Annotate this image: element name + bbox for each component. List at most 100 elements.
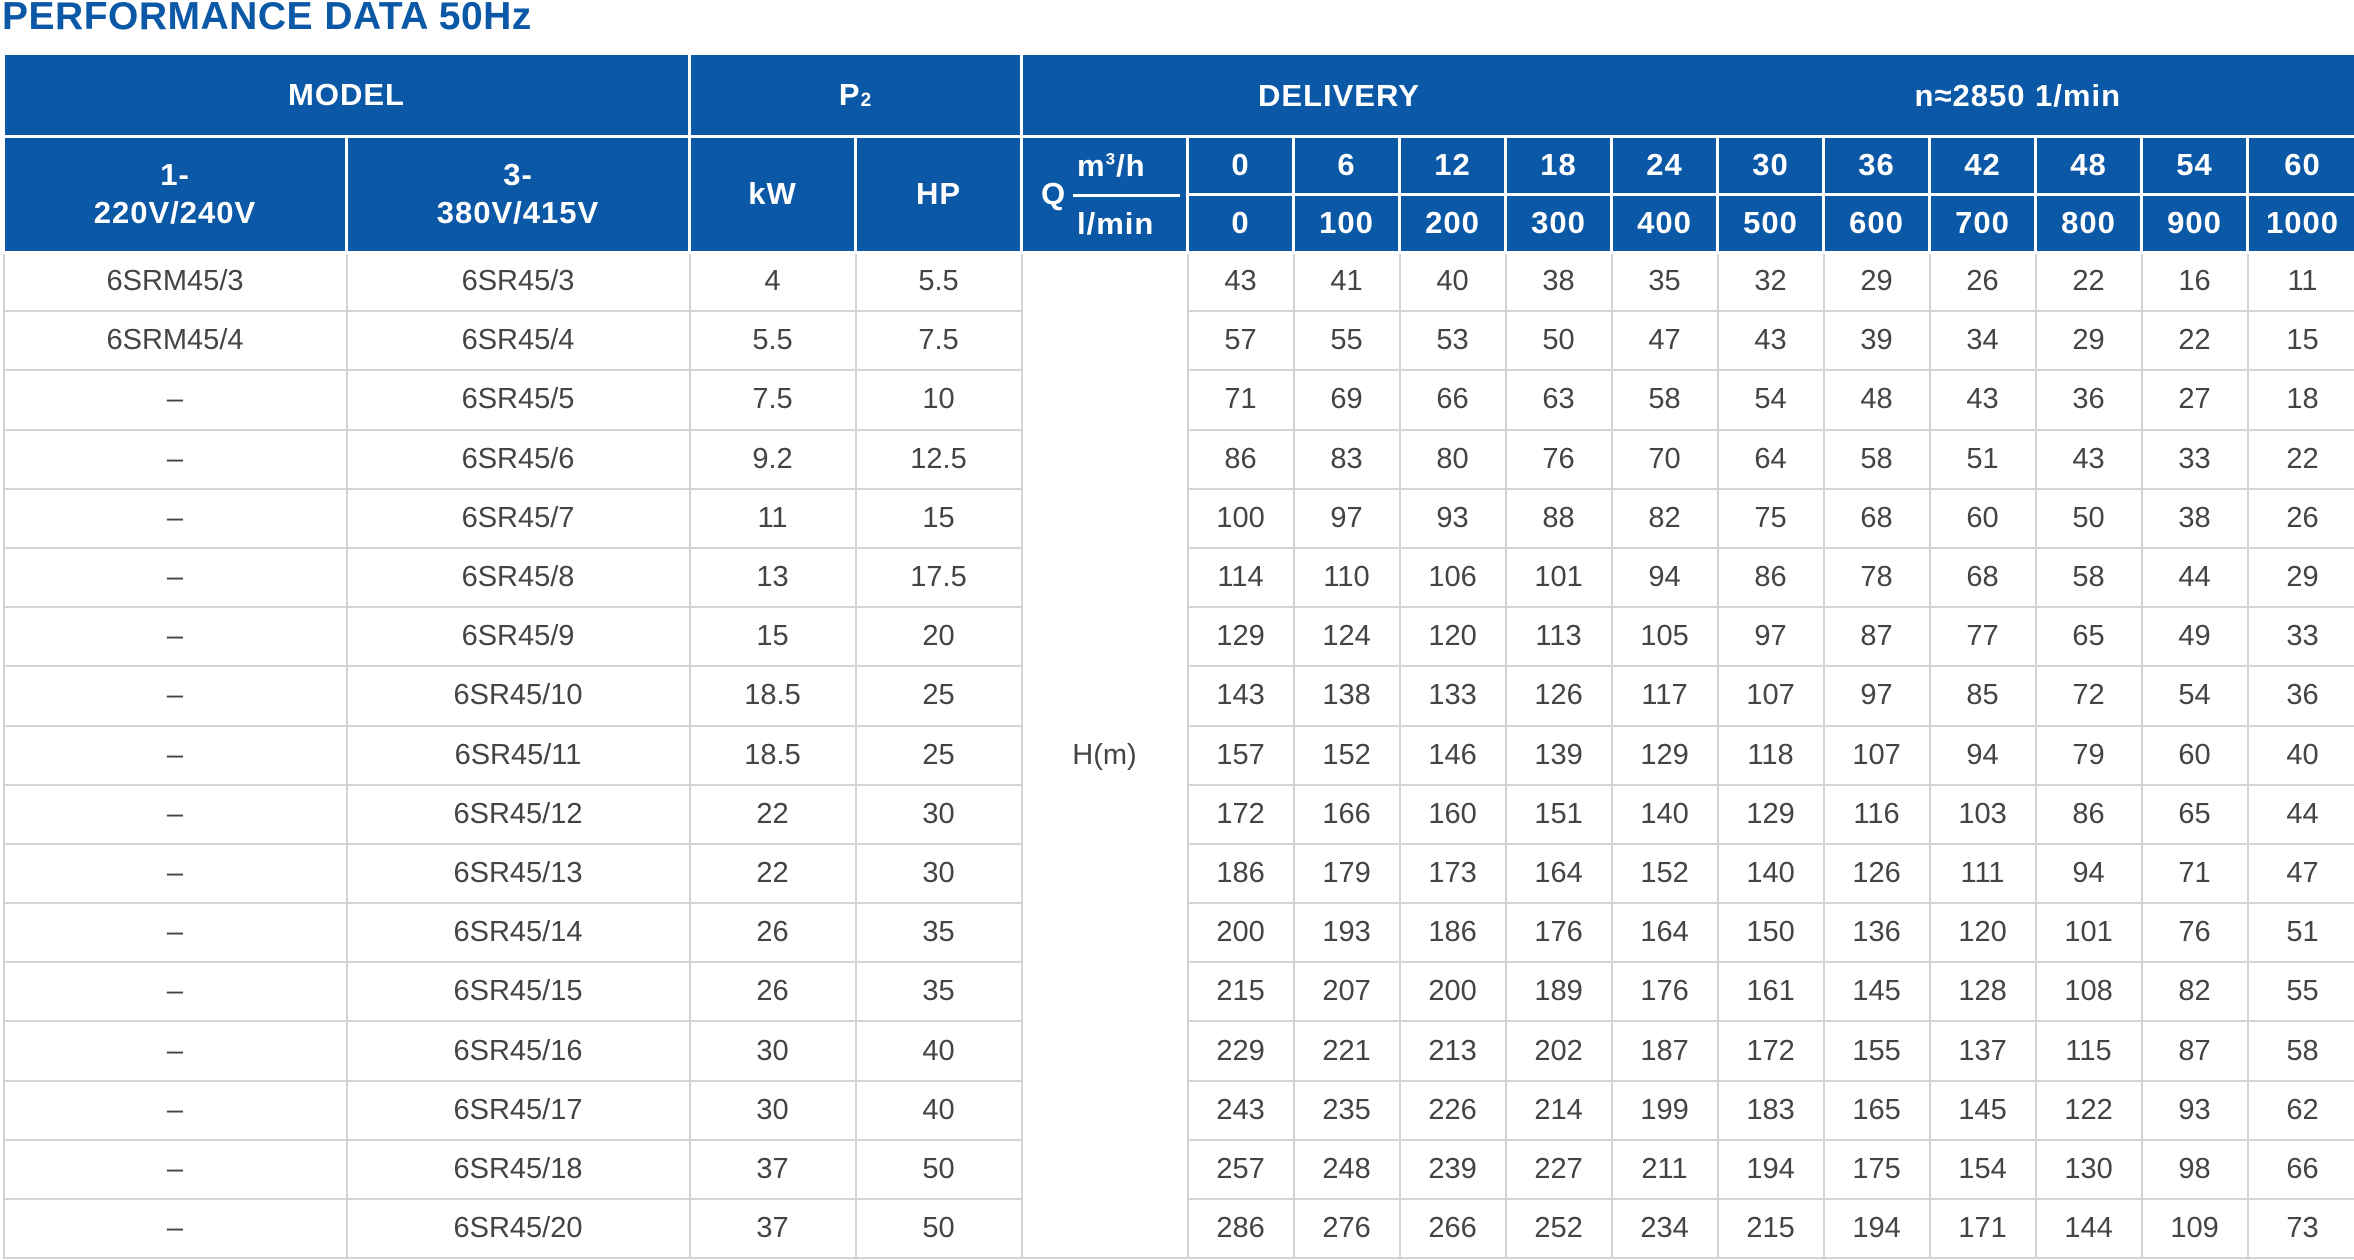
head-value-cell: 193 [1292, 902, 1401, 964]
speed-label: n≈2850 1/min [1914, 78, 2122, 113]
hp-cell: 10 [854, 369, 1023, 431]
three-phase-model-cell: 6SR45/4 [345, 310, 691, 372]
head-value-cell: 226 [1398, 1079, 1507, 1141]
q-unit-m3h: m3/h [1077, 148, 1146, 184]
head-value-cell: 26 [1928, 250, 2037, 313]
head-value-cell: 51 [1928, 428, 2037, 490]
p2-label: P [838, 76, 861, 112]
head-value-cell: 160 [1398, 783, 1507, 845]
head-value-cell: 55 [1292, 310, 1401, 372]
hp-cell: 50 [854, 1197, 1023, 1260]
head-value-cell: 11 [2246, 250, 2354, 313]
three-phase-model-cell: 6SR45/7 [345, 487, 691, 549]
kw-header: kW [688, 134, 857, 254]
head-value-cell: 108 [2034, 961, 2143, 1023]
hp-cell: 40 [854, 1079, 1023, 1141]
head-value-cell: 207 [1292, 961, 1401, 1023]
head-value-cell: 111 [1928, 842, 2037, 905]
single-phase-model-cell: – [2, 961, 348, 1023]
single-phase-voltage: 220V/240V [93, 195, 257, 230]
single-phase-model-cell: – [2, 1079, 348, 1141]
kw-cell: 13 [688, 546, 857, 609]
three-phase-model-cell: 6SR45/11 [345, 724, 691, 786]
head-value-cell: 43 [1186, 250, 1295, 313]
three-phase-model-cell: 6SR45/5 [345, 369, 691, 431]
hp-cell: 17.5 [854, 546, 1023, 609]
head-value-cell: 109 [2140, 1197, 2249, 1260]
head-value-cell: 113 [1504, 606, 1613, 668]
head-value-cell: 22 [2246, 428, 2354, 490]
three-phase-model-cell: 6SR45/18 [345, 1138, 691, 1201]
head-value-cell: 97 [1822, 665, 1931, 727]
head-value-cell: 75 [1716, 487, 1825, 549]
head-value-cell: 86 [1186, 428, 1295, 490]
head-value-cell: 86 [1716, 546, 1825, 609]
single-phase-model-cell: – [2, 1197, 348, 1260]
single-phase-model-cell: – [2, 902, 348, 964]
head-value-cell: 73 [2246, 1197, 2354, 1260]
flow-m3h-cell: 60 [2246, 134, 2354, 196]
head-value-cell: 60 [2140, 724, 2249, 786]
head-value-cell: 194 [1822, 1197, 1931, 1260]
head-value-cell: 43 [1716, 310, 1825, 372]
head-value-cell: 138 [1292, 665, 1401, 727]
three-phase-model-cell: 6SR45/3 [345, 250, 691, 313]
head-value-cell: 239 [1398, 1138, 1507, 1201]
hp-cell: 30 [854, 842, 1023, 905]
head-value-cell: 22 [2140, 310, 2249, 372]
three-phase-model-cell: 6SR45/13 [345, 842, 691, 905]
head-value-cell: 58 [1822, 428, 1931, 490]
head-value-cell: 133 [1398, 665, 1507, 727]
flow-m3h-cell: 24 [1610, 134, 1720, 196]
head-value-cell: 199 [1610, 1079, 1719, 1141]
single-phase-label: 1- [160, 157, 190, 192]
head-value-cell: 70 [1610, 428, 1719, 490]
head-value-cell: 50 [2034, 487, 2143, 549]
head-value-cell: 227 [1504, 1138, 1613, 1201]
head-value-cell: 83 [1292, 428, 1401, 490]
head-value-cell: 39 [1822, 310, 1931, 372]
single-phase-model-cell: 6SRM45/4 [2, 310, 348, 372]
head-value-cell: 93 [2140, 1079, 2249, 1141]
hp-cell: 5.5 [854, 250, 1023, 313]
head-value-cell: 40 [2246, 724, 2354, 786]
head-value-cell: 145 [1822, 961, 1931, 1023]
q-unit-m3h-tail: /h [1116, 147, 1146, 183]
table-row: –6SR45/14 26 35 200 193 186 176 164 150 136 120 101… [2, 902, 2354, 964]
head-value-cell: 97 [1716, 606, 1825, 668]
head-value-cell: 243 [1186, 1079, 1295, 1141]
head-value-cell: 172 [1186, 783, 1295, 845]
kw-cell: 18.5 [688, 665, 857, 727]
head-value-cell: 151 [1504, 783, 1613, 845]
head-value-cell: 97 [1292, 487, 1401, 549]
head-value-cell: 76 [1504, 428, 1613, 490]
hp-cell: 35 [854, 961, 1023, 1023]
three-phase-model-cell: 6SR45/9 [345, 606, 691, 668]
flow-lmin-cell: 300 [1504, 192, 1614, 254]
head-value-cell: 166 [1292, 783, 1401, 845]
head-value-cell: 43 [2034, 428, 2143, 490]
head-value-cell: 150 [1716, 902, 1825, 964]
head-value-cell: 129 [1610, 724, 1719, 786]
head-value-cell: 72 [2034, 665, 2143, 727]
hp-header: HP [853, 134, 1024, 254]
head-value-cell: 43 [1928, 369, 2037, 431]
head-value-cell: 29 [2246, 546, 2354, 609]
three-phase-model-cell: 6SR45/12 [345, 783, 691, 845]
head-value-cell: 18 [2246, 369, 2354, 431]
table-row: –6SR45/8 13 17.5 114 110 106 101 94 86 78 68 58 44 29 [2, 546, 2354, 609]
head-value-cell: 26 [2246, 487, 2354, 549]
head-value-cell: 47 [2246, 842, 2354, 905]
head-value-cell: 286 [1186, 1197, 1295, 1260]
head-value-cell: 58 [2034, 546, 2143, 609]
flow-m3h-cell: 18 [1504, 134, 1614, 196]
head-value-cell: 40 [1398, 250, 1507, 313]
head-value-cell: 215 [1716, 1197, 1825, 1260]
table-row: –6SR45/11 18.5 25 157 152 146 139 129 118 107 94 79… [2, 724, 2354, 786]
table-row: –6SR45/18 37 50 257 248 239 227 211 194 175 154 130… [2, 1138, 2354, 1201]
head-value-cell: 71 [2140, 842, 2249, 905]
head-value-cell: 65 [2034, 606, 2143, 668]
flow-m3h-cell: 12 [1398, 134, 1508, 196]
head-value-cell: 126 [1504, 665, 1613, 727]
table-row: 6SRM45/3 6SR45/3 4 5.5 H(m) 43 41 40 38 35 32 29 26 2… [2, 250, 2354, 1260]
